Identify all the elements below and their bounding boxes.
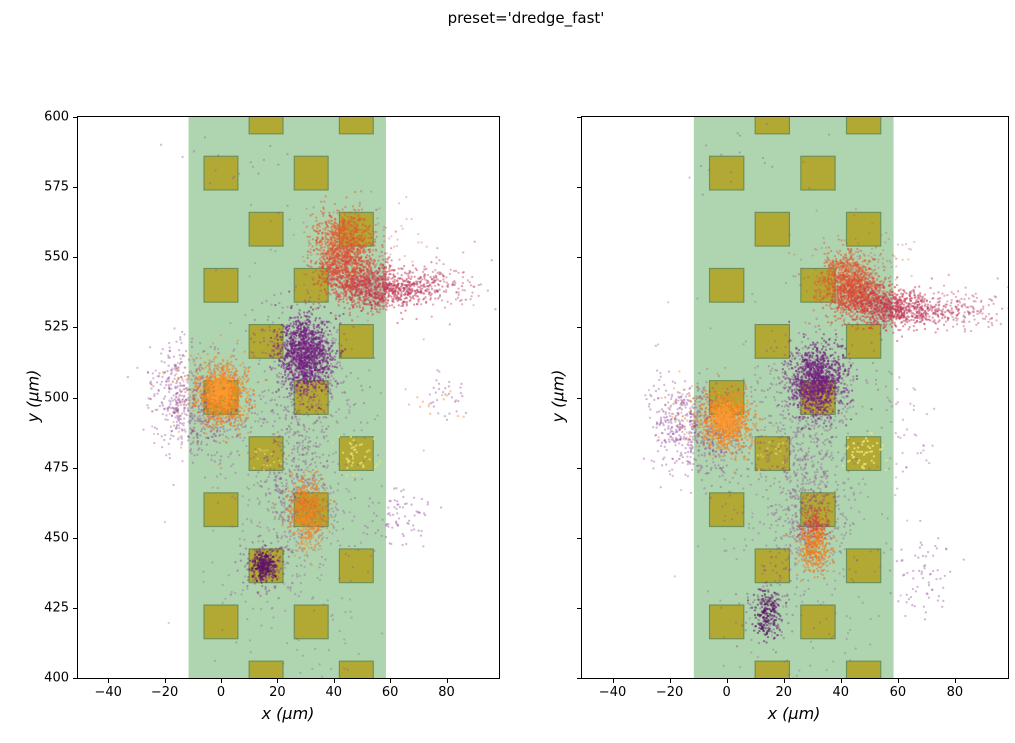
x-tick-label: −40	[94, 685, 122, 700]
left-scatter-canvas	[78, 117, 499, 678]
y-tick	[577, 257, 581, 259]
x-tick-label: 0	[216, 685, 226, 700]
y-tick	[73, 327, 77, 329]
right-xaxis-label: x (μm)	[767, 704, 821, 723]
y-tick-label: 450	[44, 530, 69, 546]
x-tick-label: −40	[598, 685, 627, 700]
x-tick	[612, 679, 614, 683]
x-tick	[840, 679, 842, 683]
figure-suptitle: preset='dredge_fast'	[447, 9, 605, 27]
x-tick-label: 40	[325, 685, 343, 700]
y-tick	[73, 467, 77, 469]
x-tick-label: 60	[889, 685, 907, 700]
y-tick-label: 525	[44, 319, 69, 335]
left-subplot-axes	[77, 116, 500, 679]
x-tick	[390, 679, 392, 683]
left-xaxis-label: x (μm)	[261, 704, 315, 723]
y-tick	[73, 257, 77, 259]
x-tick	[220, 679, 222, 683]
x-tick	[669, 679, 671, 683]
x-tick-label: −20	[655, 685, 684, 700]
x-tick-label: 0	[722, 685, 731, 700]
y-tick	[73, 537, 77, 539]
x-tick	[726, 679, 728, 683]
y-tick	[73, 607, 77, 609]
x-tick	[897, 679, 899, 683]
y-tick-label: 550	[44, 249, 69, 265]
x-tick	[333, 679, 335, 683]
y-tick	[577, 678, 581, 679]
x-tick-label: 40	[832, 685, 850, 700]
y-tick	[577, 607, 581, 609]
x-tick-label: 60	[381, 685, 399, 700]
x-tick	[277, 679, 279, 683]
right-yaxis-label: y (μm)	[548, 369, 568, 423]
x-tick	[954, 679, 956, 683]
x-tick	[446, 679, 448, 683]
y-tick	[577, 327, 581, 329]
y-tick	[577, 397, 581, 399]
x-tick	[783, 679, 785, 683]
y-tick	[73, 187, 77, 189]
x-tick-label: 20	[269, 685, 286, 700]
y-tick-label: 400	[44, 670, 69, 686]
y-tick	[577, 187, 581, 189]
y-tick	[73, 678, 77, 679]
y-tick-label: 475	[44, 460, 69, 476]
y-tick-label: 600	[44, 109, 69, 125]
x-tick-label: 80	[946, 685, 964, 700]
y-tick-label: 425	[44, 600, 69, 616]
y-tick-label: 500	[44, 390, 69, 405]
left-yaxis-label: y (μm)	[23, 369, 43, 423]
y-tick	[577, 117, 581, 118]
right-subplot-axes	[581, 116, 1009, 679]
right-scatter-canvas	[582, 117, 1008, 678]
x-tick-label: 80	[438, 685, 455, 700]
x-tick	[108, 679, 110, 683]
y-tick	[577, 537, 581, 539]
x-tick	[164, 679, 166, 683]
y-tick	[577, 467, 581, 469]
x-tick-label: 20	[775, 685, 792, 700]
x-tick-label: −20	[150, 685, 179, 700]
y-tick	[73, 397, 77, 399]
y-tick-label: 575	[44, 179, 69, 195]
y-tick	[73, 117, 77, 118]
